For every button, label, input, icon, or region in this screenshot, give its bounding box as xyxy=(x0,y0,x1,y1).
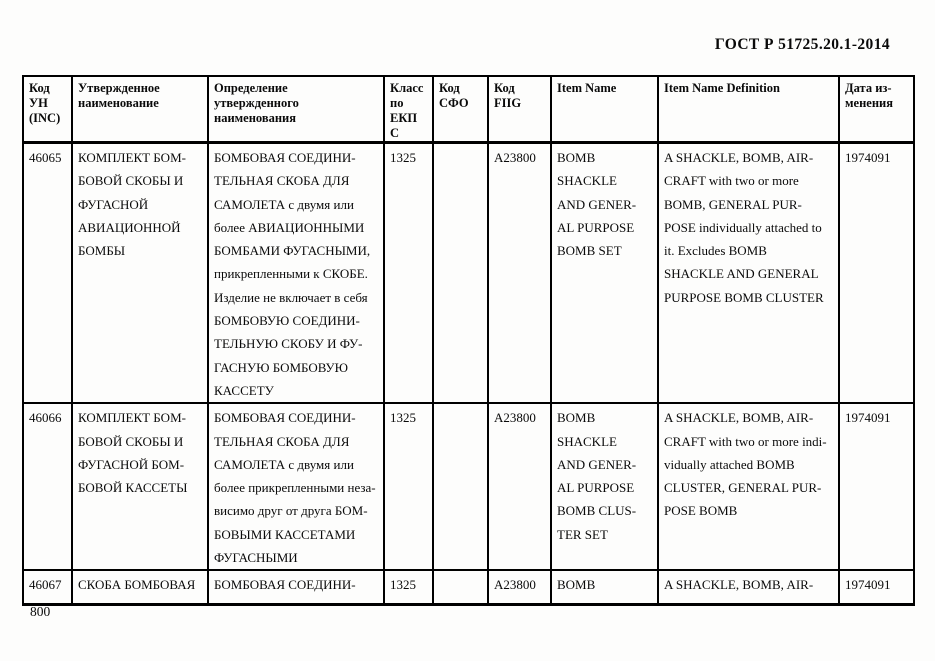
header-cell-6: Item Name xyxy=(550,75,659,144)
table-cell: 1974091 xyxy=(838,569,915,606)
table-row: 46065 КОМПЛЕКТ БОМ- БОВОЙ СКОБЫ И ФУГАСНО… xyxy=(22,141,915,405)
header-cell-0: Код УН (INC) xyxy=(22,75,73,144)
table-cell xyxy=(432,402,489,572)
table-cell: 46066 xyxy=(22,402,73,572)
table-cell: BOMB SHACKLE AND GENER- AL PURPOSE BOMB … xyxy=(550,402,659,572)
table-cell: A23800 xyxy=(487,141,552,405)
document-title: ГОСТ Р 51725.20.1-2014 xyxy=(714,36,890,53)
table-cell: BOMB SHACKLE AND GENER- AL PURPOSE BOMB … xyxy=(550,141,659,405)
table-row: 46067 СКОБА БОМБОВАЯ БОМБОВАЯ СОЕДИНИ- 1325… xyxy=(22,569,915,606)
table-cell: 46065 xyxy=(22,141,73,405)
table-cell: БОМБОВАЯ СОЕДИНИ- ТЕЛЬНАЯ СКОБА ДЛЯ САМО… xyxy=(207,141,385,405)
header-cell-1: Утвержденное наименование xyxy=(71,75,209,144)
table-cell: КОМПЛЕКТ БОМ- БОВОЙ СКОБЫ И ФУГАСНОЙ БОМ… xyxy=(71,402,209,572)
header-cell-3: Класс по ЕКП С xyxy=(383,75,434,144)
table-cell: A23800 xyxy=(487,569,552,606)
table-cell: БОМБОВАЯ СОЕДИНИ- ТЕЛЬНАЯ СКОБА ДЛЯ САМО… xyxy=(207,402,385,572)
header-cell-7: Item Name Definition xyxy=(657,75,840,144)
header-cell-4: Код СФО xyxy=(432,75,489,144)
table-cell: A SHACKLE, BOMB, AIR- xyxy=(657,569,840,606)
table-cell xyxy=(432,569,489,606)
table-cell: 1974091 xyxy=(838,402,915,572)
page-number: 800 xyxy=(30,604,51,619)
header-cell-8: Дата из- менения xyxy=(838,75,915,144)
table-cell: 1325 xyxy=(383,569,434,606)
table-cell: КОМПЛЕКТ БОМ- БОВОЙ СКОБЫ И ФУГАСНОЙ АВИ… xyxy=(71,141,209,405)
table-row: 46066 КОМПЛЕКТ БОМ- БОВОЙ СКОБЫ И ФУГАСНО… xyxy=(22,402,915,572)
table-cell: BOMB xyxy=(550,569,659,606)
table-cell: 1325 xyxy=(383,402,434,572)
table-cell xyxy=(432,141,489,405)
table-cell: 1325 xyxy=(383,141,434,405)
table-cell: A SHACKLE, BOMB, AIR- CRAFT with two or … xyxy=(657,402,840,572)
header-cell-2: Определение утвержденного наименования xyxy=(207,75,385,144)
table-cell: 1974091 xyxy=(838,141,915,405)
table-cell: БОМБОВАЯ СОЕДИНИ- xyxy=(207,569,385,606)
table-cell: A SHACKLE, BOMB, AIR- CRAFT with two or … xyxy=(657,141,840,405)
table-cell: 46067 xyxy=(22,569,73,606)
table-cell: СКОБА БОМБОВАЯ xyxy=(71,569,209,606)
catalog-table: Код УН (INC) Утвержденное наименование Опр… xyxy=(22,75,915,606)
catalog-table-body: 46065 КОМПЛЕКТ БОМ- БОВОЙ СКОБЫ И ФУГАСНО… xyxy=(22,141,915,606)
header-cell-5: Код FIIG xyxy=(487,75,552,144)
table-cell: A23800 xyxy=(487,402,552,572)
table-header-row: Код УН (INC) Утвержденное наименование Опр… xyxy=(22,75,915,144)
